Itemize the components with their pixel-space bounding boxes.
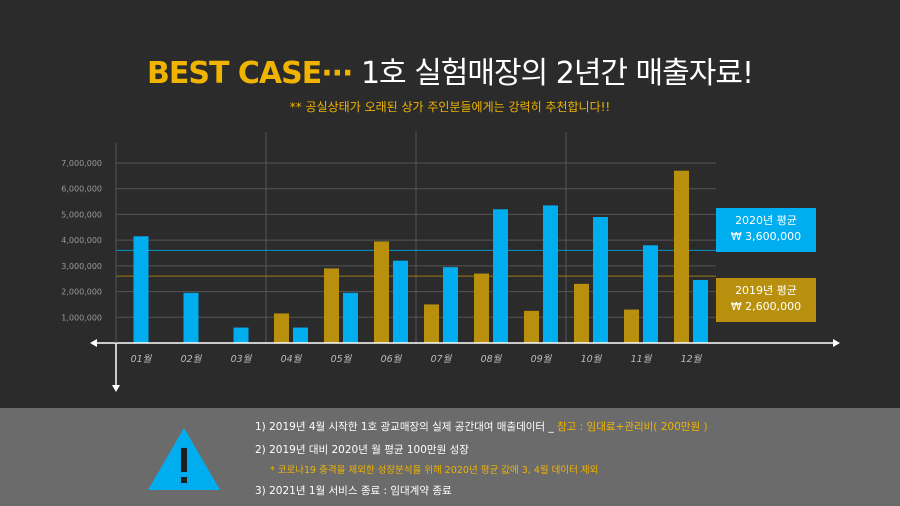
bar-2019-5 [324,268,339,343]
bar-2020-2 [183,292,199,343]
avg-2020-value: ₩ 3,600,000 [730,230,802,243]
x-tick-label: 08월 [481,354,503,365]
bar-2019-6 [374,241,389,343]
bar-2019-12 [674,170,689,343]
y-tick-label: 2,000,000 [61,288,102,297]
x-tick-label: 10월 [581,354,603,365]
bar-2020-7 [443,267,458,343]
page-subtitle: ** 공실상태가 오래된 상가 주인분들에게는 강력히 추천합니다!! [289,100,611,114]
y-tick-label: 1,000,000 [61,313,102,322]
x-tick-label: 11월 [631,354,653,365]
bar-2020-10 [593,217,608,343]
bar-2019-11 [624,309,639,343]
y-axis-down-arrow [112,385,120,392]
y-tick-label: 5,000,000 [61,210,102,219]
note-2-sub: * 코로나19 충격을 제외한 성장분석을 위해 2020년 평균 값에 3, … [270,465,599,476]
bar-2020-1 [133,236,149,343]
bar-2020-5 [343,292,358,343]
note-1-text: 1) 2019년 4월 시작한 1호 광교매장의 실제 공간대여 매출데이터 _ [255,421,554,433]
warning-triangle-icon [148,428,220,490]
note-1-highlight: 참고 : 임대료+관리비( 200만원 ) [557,421,708,433]
bar-2019-7 [424,304,439,343]
sales-bar-chart: 1,000,000 2,000,000 3,000,000 4,000,000 5,00… [61,132,840,392]
note-1: 1) 2019년 4월 시작한 1호 광교매장의 실제 공간대여 매출데이터 _… [255,419,708,434]
bar-2020-8 [493,209,508,343]
y-tick-label: 7,000,000 [61,159,102,168]
bar-2020-12 [693,280,708,343]
bar-2019-9 [524,310,539,343]
bar-2020-6 [393,260,408,343]
x-tick-label: 01월 [131,354,153,365]
bar-2019-8 [474,273,489,343]
avg-2019-box: 2019년 평균 ₩ 2,600,000 [716,278,816,322]
y-tick-label: 3,000,000 [61,262,102,271]
x-tick-label: 05월 [331,354,353,365]
bar-2020-9 [543,205,558,343]
y-tick-label: 4,000,000 [61,236,102,245]
x-axis-right-arrow [833,339,840,347]
note-3: 3) 2021년 1월 서비스 종료 : 임대계약 종료 [255,485,452,497]
page-title: BEST CASE··· 1호 실험매장의 2년간 매출자료! [0,48,900,92]
bar-2019-10 [574,283,589,343]
avg-2019-value: ₩ 2,600,000 [730,300,802,313]
bar-2020-11 [643,245,658,343]
x-tick-label: 02월 [181,354,203,365]
avg-2020-label: 2020년 평균 [735,214,797,227]
note-2: 2) 2019년 대비 2020년 월 평균 100만원 성장 [255,444,469,456]
avg-2019-label: 2019년 평균 [735,284,797,297]
y-tick-label: 6,000,000 [61,185,102,194]
x-tick-label: 06월 [381,354,403,365]
x-tick-label: 03월 [231,354,253,365]
x-tick-label: 04월 [281,354,303,365]
x-tick-label: 12월 [681,354,703,365]
x-tick-label: 07월 [431,354,453,365]
bar-2020-4 [293,327,308,343]
x-axis-left-arrow [90,339,97,347]
bar-2020-3 [233,327,249,343]
title-accent: BEST CASE··· [147,56,353,91]
avg-2020-box: 2020년 평균 ₩ 3,600,000 [716,208,816,252]
title-text: 1호 실험매장의 2년간 매출자료! [360,56,754,91]
bar-2019-4 [274,313,289,343]
x-tick-label: 09월 [531,354,553,365]
